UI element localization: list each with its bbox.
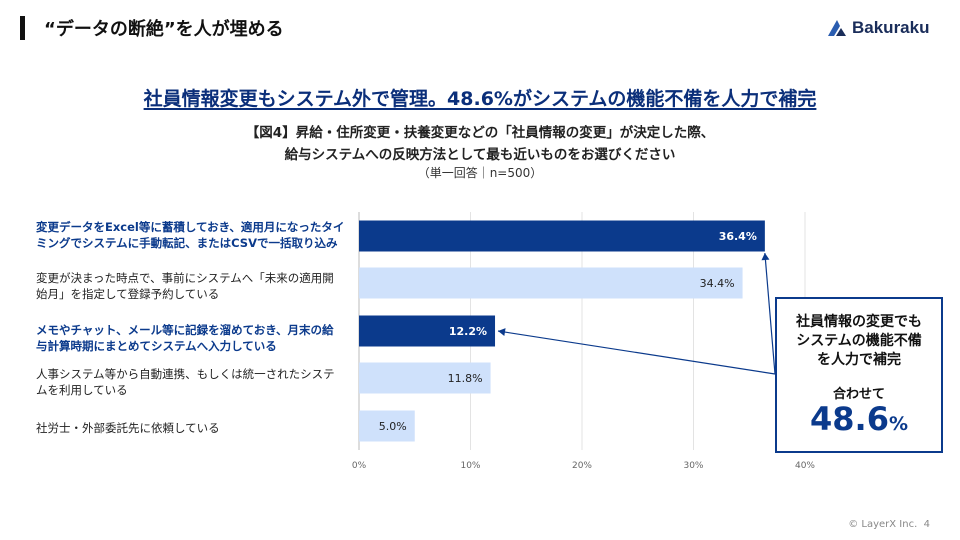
callout-value-unit: % [888,413,908,435]
x-tick-label: 0% [352,461,367,471]
page-number: 4 [923,519,930,530]
callout-value: 48.6% [777,400,941,438]
question-line-2: 給与システムへの反映方法として最も近いものをお選びください [284,147,676,163]
category-label-2-line2: 始月」を指定して登録予約している [36,287,220,301]
bar [359,362,491,394]
callout-value-number: 48.6 [810,400,889,438]
bakuraku-logo-icon [828,20,846,36]
category-label-3-line1: メモやチャット、メール等に記録を溜めておき、月末の給 [36,323,334,337]
category-label-4-line2: ムを利用している [36,383,128,397]
bar [359,410,415,442]
category-label-2-line1: 変更が決まった時点で、事前にシステムへ「未来の適用開 [36,271,334,285]
question-text: 【図4】昇給・住所変更・扶養変更などの「社員情報の変更」が決定した際、 給与シス… [0,122,960,166]
x-tick-label: 20% [572,461,592,471]
footer: © LayerX Inc. 4 [848,519,930,530]
data-label: 5.0% [379,420,407,433]
category-label-4-line1: 人事システム等から自動連携、もしくは統一されたシステ [36,367,335,381]
bar [359,220,765,252]
callout-line-3: を人力で補完 [817,352,901,368]
x-tick-label: 30% [683,461,703,471]
summary-callout: 社員情報の変更でも システムの機能不備 を人力で補完 合わせて 48.6% [775,297,943,453]
category-label-4: 人事システム等から自動連携、もしくは統一されたシステ ムを利用している [36,366,356,398]
title-accent-bar [20,16,25,40]
category-label-1-line2: ミングでシステムに手動転記、またはCSVで一括取り込み [36,236,338,250]
page-title: “データの断絶”を人が埋める [44,19,284,40]
data-label: 12.2% [449,325,487,338]
category-label-5-line1: 社労士・外部委託先に依頼している [36,421,220,435]
headline-text: 社員情報変更もシステム外で管理。48.6%がシステムの機能不備を人力で補完 [143,88,817,110]
arrowhead [761,253,770,261]
question-line-1: 【図4】昇給・住所変更・扶養変更などの「社員情報の変更」が決定した際、 [245,125,715,141]
arrowhead [498,328,506,337]
category-label-5: 社労士・外部委託先に依頼している [36,420,356,436]
logo-text: Bakuraku [852,18,930,37]
bar [359,267,743,299]
callout-line-1: 社員情報の変更でも [796,314,922,330]
data-label: 34.4% [700,277,735,290]
sample-note: （単一回答｜n=500） [417,166,543,180]
callout-line-2: システムの機能不備 [796,333,922,349]
copyright-text: © LayerX Inc. [848,519,918,530]
callout-sub: 合わせて [832,387,885,402]
headline: 社員情報変更もシステム外で管理。48.6%がシステムの機能不備を人力で補完 [0,84,960,111]
category-label-2: 変更が決まった時点で、事前にシステムへ「未来の適用開 始月」を指定して登録予約し… [36,270,356,302]
category-label-1: 変更データをExcel等に蓄積しておき、適用月になったタイ ミングでシステムに手… [36,219,356,251]
brand-logo: Bakuraku [826,18,929,38]
category-label-3-line2: 与計算時期にまとめてシステムへ入力している [36,339,277,353]
callout-text: 社員情報の変更でも システムの機能不備 を人力で補完 [777,313,941,370]
bar [359,315,496,347]
x-tick-label: 40% [795,461,815,471]
x-tick-label: 10% [460,461,480,471]
data-label: 36.4% [719,230,757,243]
data-label: 11.8% [448,372,483,385]
connector-line [497,330,776,375]
category-label-3: メモやチャット、メール等に記録を溜めておき、月末の給 与計算時期にまとめてシステ… [36,322,356,354]
connector-line [764,252,776,375]
category-label-1-line1: 変更データをExcel等に蓄積しておき、適用月になったタイ [36,220,345,234]
